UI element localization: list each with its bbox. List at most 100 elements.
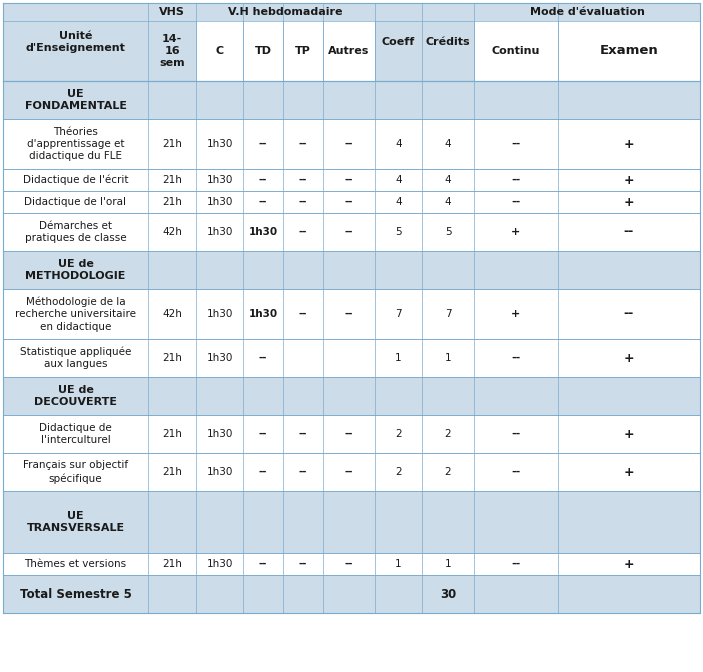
Text: +: + [624,351,634,364]
Text: 4: 4 [445,175,451,185]
Text: 1h30: 1h30 [248,309,278,319]
Text: 1: 1 [395,353,402,363]
Text: --: -- [511,353,521,363]
Text: --: -- [299,175,307,185]
Text: Statistique appliquée
aux langues: Statistique appliquée aux langues [20,347,131,370]
Text: --: -- [624,226,634,239]
Text: --: -- [299,429,307,439]
Text: Mode d'évaluation: Mode d'évaluation [529,7,645,17]
Bar [474,21,558,81]
Bar [243,21,283,81]
Text: Didactique de
l'interculturel: Didactique de l'interculturel [39,423,112,445]
Bar [3,119,700,169]
Text: --: -- [259,559,267,569]
Text: V.H hebdomadaire: V.H hebdomadaire [228,7,343,17]
Bar [558,21,700,81]
Bar [3,491,700,553]
Bar [3,339,700,377]
Text: 4: 4 [395,139,402,149]
Text: +: + [624,138,634,151]
Text: --: -- [259,353,267,363]
Text: --: -- [259,197,267,207]
Text: 30: 30 [440,587,456,601]
Text: 2: 2 [445,429,451,439]
Text: --: -- [344,227,353,237]
Text: --: -- [299,227,307,237]
Text: +: + [624,196,634,208]
Text: --: -- [259,429,267,439]
Text: 1h30: 1h30 [206,197,233,207]
Text: 21h: 21h [162,429,182,439]
Bar [3,213,700,251]
Text: 2: 2 [445,467,451,477]
Bar [3,251,700,289]
Text: UE
FONDAMENTALE: UE FONDAMENTALE [25,89,127,111]
Text: 2: 2 [395,467,402,477]
Text: 1h30: 1h30 [206,559,233,569]
Text: +: + [511,309,521,319]
Text: Français sur objectif
spécifique: Français sur objectif spécifique [23,460,128,484]
Text: 4: 4 [395,175,402,185]
Bar [3,169,700,191]
Text: --: -- [511,559,521,569]
Text: 14-
16
sem: 14- 16 sem [159,34,185,69]
Text: Méthodologie de la
recherche universitaire
en didactique: Méthodologie de la recherche universitai… [15,296,136,332]
Text: 21h: 21h [162,559,182,569]
Text: +: + [511,227,521,237]
Text: 4: 4 [445,197,451,207]
Text: +: + [624,173,634,187]
Text: 21h: 21h [162,175,182,185]
Text: 1h30: 1h30 [206,353,233,363]
Bar [323,21,375,81]
Text: --: -- [511,139,521,149]
Text: Autres: Autres [328,46,370,56]
Text: Thèmes et versions: Thèmes et versions [25,559,127,569]
Text: Coeff: Coeff [382,37,415,47]
Text: Total Semestre 5: Total Semestre 5 [20,587,131,601]
Text: --: -- [511,467,521,477]
Text: --: -- [259,175,267,185]
Text: 5: 5 [445,227,451,237]
Text: 1h30: 1h30 [206,139,233,149]
Bar [3,575,700,613]
Text: 21h: 21h [162,467,182,477]
Text: --: -- [511,175,521,185]
Text: 42h: 42h [162,309,182,319]
Text: 1h30: 1h30 [206,309,233,319]
Text: 1: 1 [395,559,402,569]
Text: --: -- [511,197,521,207]
Text: Examen: Examen [600,44,659,58]
Text: UE de
METHODOLOGIE: UE de METHODOLOGIE [25,259,126,281]
Text: 5: 5 [395,227,402,237]
Bar [196,21,243,81]
Text: +: + [624,558,634,571]
Text: 1h30: 1h30 [206,227,233,237]
Bar [3,553,700,575]
Text: UE
TRANSVERSALE: UE TRANSVERSALE [27,511,124,533]
Text: 21h: 21h [162,197,182,207]
Text: 1h30: 1h30 [206,175,233,185]
Text: --: -- [299,559,307,569]
Bar [3,415,700,453]
Text: --: -- [511,429,521,439]
Text: 7: 7 [445,309,451,319]
Text: --: -- [344,309,353,319]
Bar [283,21,323,81]
Bar [3,377,700,415]
Text: --: -- [299,467,307,477]
Text: Crédits: Crédits [426,37,470,47]
Text: Démarches et
pratiques de classe: Démarches et pratiques de classe [25,221,127,243]
Text: --: -- [259,467,267,477]
Bar [3,289,700,339]
Bar [3,81,700,119]
Text: VHS: VHS [159,7,185,17]
Text: 1h30: 1h30 [206,467,233,477]
Text: TD: TD [254,46,271,56]
Text: +: + [624,427,634,441]
Text: Théories
d'apprentissage et
didactique du FLE: Théories d'apprentissage et didactique d… [27,126,124,161]
Text: 1h30: 1h30 [248,227,278,237]
Text: --: -- [259,139,267,149]
Text: --: -- [299,139,307,149]
Text: 1: 1 [445,353,451,363]
Text: Unité
d'Enseignement: Unité d'Enseignement [25,31,125,53]
